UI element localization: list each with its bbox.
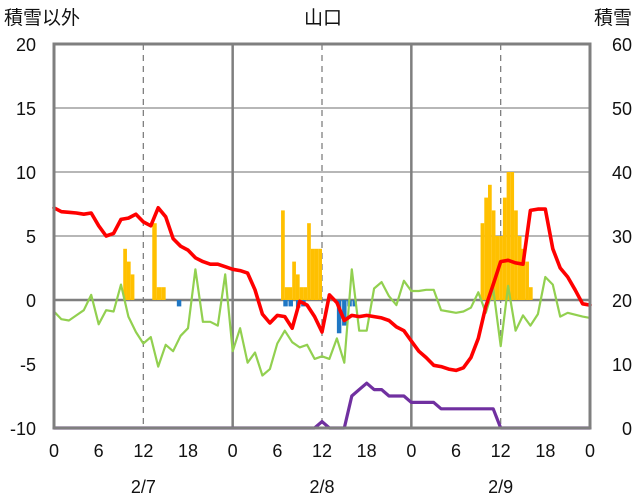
snowfall-bar-22 — [499, 236, 503, 300]
left-tick-label: 5 — [26, 227, 36, 247]
date-label: 2/7 — [131, 477, 156, 497]
chart-title: 山口 — [304, 7, 342, 29]
frame-border — [52, 42, 592, 430]
snowfall-bar-15 — [314, 248, 319, 300]
snowfall-bar-2 — [130, 274, 135, 300]
snowfall-bar-0 — [123, 248, 127, 300]
left-tick-label: 10 — [16, 163, 36, 183]
x-tick-label: 0 — [228, 441, 238, 461]
x-tick-label: 6 — [272, 441, 282, 461]
snowfall-bar-11 — [299, 287, 304, 300]
negative-bar-6 — [342, 300, 347, 326]
snowfall-bar-1 — [126, 261, 131, 300]
x-tick-label: 18 — [357, 441, 377, 461]
snowfall-bar-3 — [152, 223, 157, 300]
snowfall-bar-25 — [510, 172, 515, 300]
x-tick-label: 0 — [49, 441, 59, 461]
x-tick-label: 0 — [585, 441, 595, 461]
right-tick-label: 30 — [612, 227, 632, 247]
snowfall-bar-7 — [284, 287, 289, 300]
snowfall-bar-23 — [502, 197, 507, 300]
snowfall-bar-24 — [506, 172, 511, 300]
snowfall-bar-27 — [517, 236, 522, 300]
left-tick-label: -5 — [20, 355, 36, 375]
snowfall-bar-30 — [528, 287, 533, 300]
plot-frame — [52, 42, 592, 430]
negative-bar-5 — [336, 300, 342, 334]
snowfall-bar-29 — [525, 261, 529, 300]
x-tick-label: 12 — [312, 441, 332, 461]
snowfall-bar-10 — [295, 274, 300, 300]
x-tick-label: 12 — [491, 441, 511, 461]
x-tick-label: 6 — [451, 441, 461, 461]
x-tick-label: 6 — [94, 441, 104, 461]
date-label: 2/8 — [309, 477, 334, 497]
bars — [123, 172, 533, 334]
snowfall-bar-18 — [484, 197, 489, 300]
temperature-line — [52, 206, 592, 373]
right-tick-label: 10 — [612, 355, 632, 375]
left-tick-label: 20 — [16, 35, 36, 55]
snowfall-bar-26 — [514, 210, 518, 300]
snowfall-bar-5 — [161, 287, 166, 300]
negative-bar-1 — [283, 300, 288, 307]
x-tick-label: 18 — [535, 441, 555, 461]
snowfall-bar-17 — [480, 223, 485, 300]
snowfall-bar-19 — [488, 184, 492, 300]
right-tick-label: 60 — [612, 35, 632, 55]
x-tick-label: 0 — [406, 441, 416, 461]
snowfall-bar-4 — [156, 287, 162, 300]
x-tick-label: 12 — [133, 441, 153, 461]
negative-bar-8 — [352, 300, 357, 307]
negative-bar-2 — [288, 300, 293, 307]
snowfall-bar-16 — [318, 248, 322, 300]
left-tick-label: 0 — [26, 291, 36, 311]
right-tick-label: 0 — [622, 419, 632, 439]
snowfall-bar-12 — [303, 287, 308, 300]
left-tick-label: -10 — [10, 419, 36, 439]
date-label: 2/9 — [488, 477, 513, 497]
negative-bar-0 — [176, 300, 182, 307]
right-tick-label: 40 — [612, 163, 632, 183]
snowfall-bar-8 — [288, 287, 293, 300]
snowfall-bar-13 — [307, 223, 311, 300]
left-tick-label: 15 — [16, 99, 36, 119]
x-tick-label: 18 — [178, 441, 198, 461]
snowfall-bar-20 — [491, 210, 496, 300]
right-axis-label: 積雪 — [594, 7, 632, 29]
snowfall-bar-9 — [292, 261, 296, 300]
snowfall-bar-28 — [521, 248, 526, 300]
left-axis-label: 積雪以外 — [4, 7, 80, 29]
right-tick-label: 20 — [612, 291, 632, 311]
snowfall-bar-6 — [281, 210, 285, 300]
snowfall-bar-14 — [310, 248, 315, 300]
hourly_change-line — [52, 268, 592, 377]
right-tick-label: 50 — [612, 99, 632, 119]
